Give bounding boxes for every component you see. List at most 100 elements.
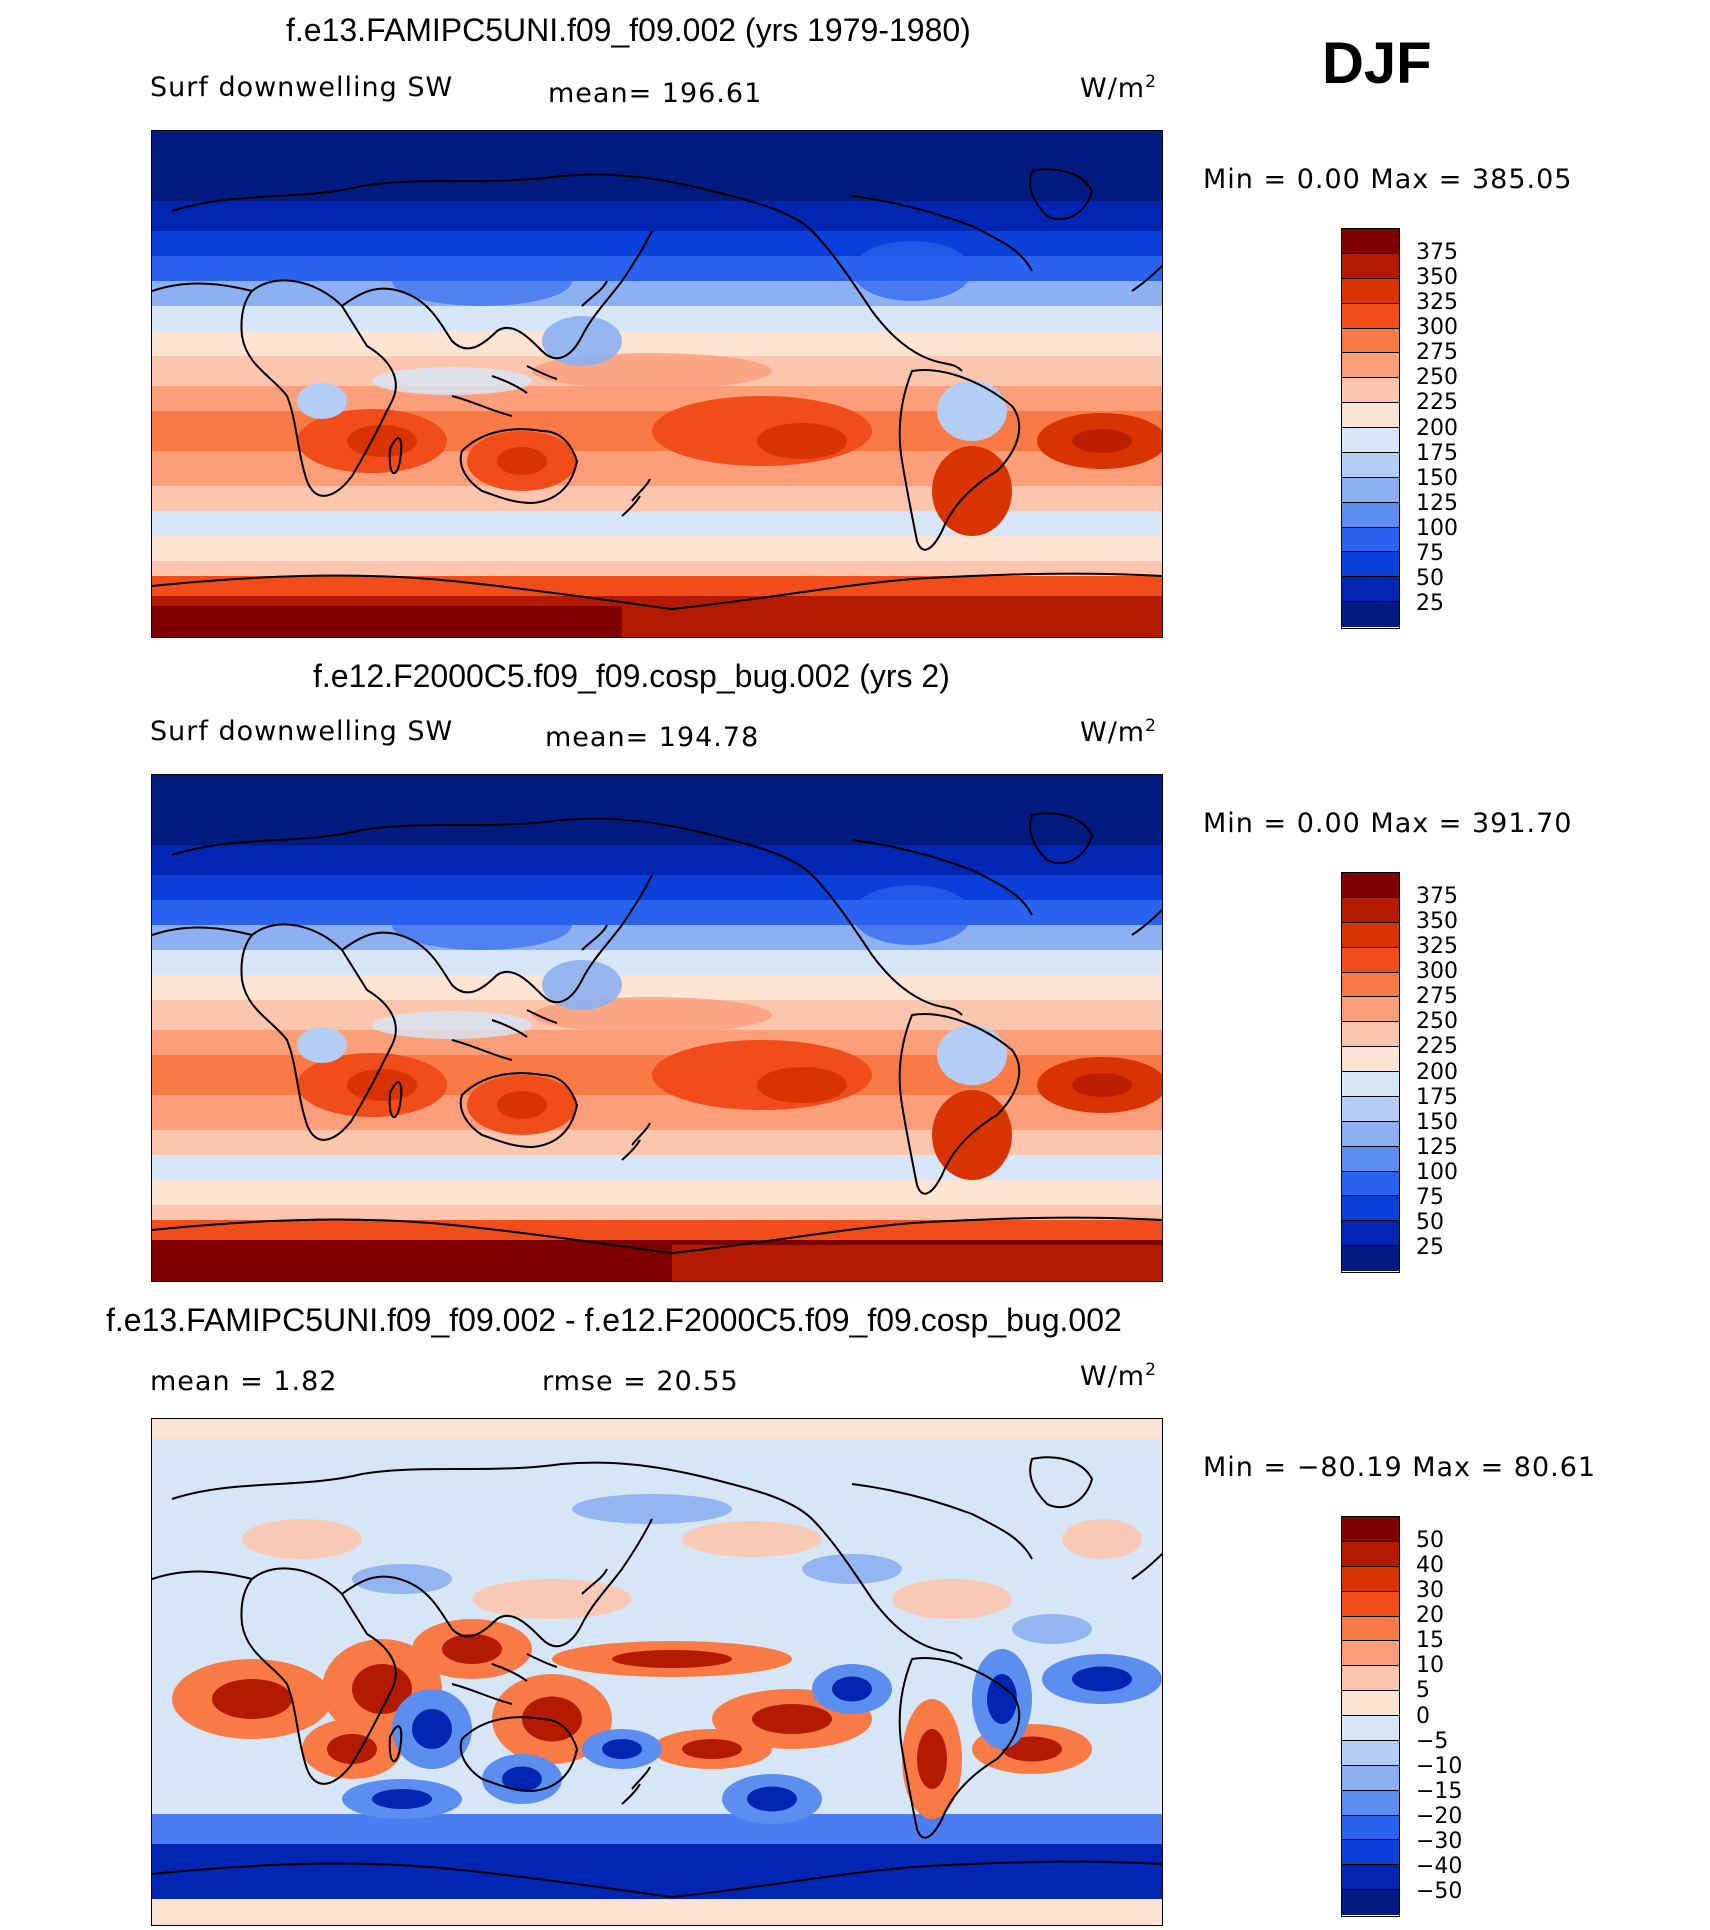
colorbar-swatch <box>1342 552 1399 578</box>
colorbar-tick-label: −20 <box>1416 1803 1463 1829</box>
colorbar-swatch <box>1342 1716 1399 1741</box>
colorbar-tick-label: 0 <box>1416 1703 1430 1729</box>
colorbar-swatch <box>1342 1146 1399 1172</box>
colorbar-swatch <box>1342 1541 1399 1567</box>
colorbar-swatch <box>1342 1246 1399 1271</box>
colorbar-swatch <box>1342 353 1399 379</box>
colorbar-tick-label: 25 <box>1416 1234 1444 1260</box>
panel-3-units: W/m2 <box>1080 1360 1157 1392</box>
colorbar-swatch <box>1342 1022 1399 1048</box>
panel-3-minmax: Min = −80.19 Max = 80.61 <box>1203 1452 1597 1483</box>
colorbar-swatch <box>1342 1096 1399 1122</box>
colorbar-tick-label: 5 <box>1416 1678 1430 1704</box>
colorbar-swatch <box>1342 1815 1399 1841</box>
colorbar-tick-label: 325 <box>1416 934 1458 960</box>
panel-3-mean-label: mean = 1.82 <box>150 1366 338 1397</box>
panel-3-title: f.e13.FAMIPC5UNI.f09_f09.002 - f.e12.F20… <box>106 1302 1122 1338</box>
colorbar-tick-label: −30 <box>1416 1828 1463 1854</box>
colorbar-swatch <box>1342 428 1399 453</box>
panel-3-rmse-label: rmse = 20.55 <box>542 1366 739 1397</box>
colorbar-swatch <box>1342 1616 1399 1642</box>
panel-2-map <box>151 774 1163 1282</box>
colorbar-swatch <box>1342 1566 1399 1592</box>
colorbar-tick-label: 75 <box>1416 540 1444 566</box>
colorbar-swatch <box>1342 1865 1399 1891</box>
colorbar-swatch <box>1342 1121 1399 1147</box>
colorbar-swatch <box>1342 1765 1399 1791</box>
colorbar-tick-label: 225 <box>1416 1034 1458 1060</box>
colorbar-tick-label: −50 <box>1416 1878 1463 1904</box>
colorbar-swatch <box>1342 873 1399 898</box>
colorbar-swatch <box>1342 1072 1399 1097</box>
colorbar-tick-label: 30 <box>1416 1578 1444 1604</box>
colorbar-tick-label: 50 <box>1416 565 1444 591</box>
colorbar-tick-label: 300 <box>1416 315 1458 341</box>
colorbar-swatch <box>1342 972 1399 998</box>
colorbar-tick-label: 15 <box>1416 1628 1444 1654</box>
colorbar-tick-label: 75 <box>1416 1184 1444 1210</box>
panel-1-map <box>151 130 1163 638</box>
colorbar-tick-label: 125 <box>1416 1134 1458 1160</box>
colorbar-swatch <box>1342 897 1399 923</box>
panel-2-variable-label: Surf downwelling SW <box>150 716 454 747</box>
colorbar-tick-label: 100 <box>1416 515 1458 541</box>
colorbar-tick-label: 200 <box>1416 1059 1458 1085</box>
colorbar-swatch <box>1342 1790 1399 1816</box>
colorbar-swatch <box>1342 378 1399 404</box>
colorbar-swatch <box>1342 1221 1399 1247</box>
panel-2-title: f.e12.F2000C5.f09_f09.cosp_bug.002 (yrs … <box>313 658 950 694</box>
colorbar-tick-label: 350 <box>1416 909 1458 935</box>
colorbar-tick-label: 50 <box>1416 1528 1444 1554</box>
colorbar-swatch <box>1342 1517 1399 1542</box>
colorbar-swatch <box>1342 328 1399 354</box>
colorbar-tick-label: 200 <box>1416 415 1458 441</box>
panel-2-mean-label: mean= 194.78 <box>545 722 760 753</box>
colorbar-tick-label: −40 <box>1416 1853 1463 1879</box>
colorbar-swatch <box>1342 1890 1399 1915</box>
colorbar-swatch <box>1342 1840 1399 1866</box>
panel-1-colorbar <box>1341 228 1400 629</box>
colorbar-tick-label: 10 <box>1416 1653 1444 1679</box>
colorbar-tick-label: 40 <box>1416 1553 1444 1579</box>
colorbar-tick-label: 375 <box>1416 884 1458 910</box>
colorbar-tick-label: 25 <box>1416 590 1444 616</box>
panel-3-map <box>151 1418 1163 1926</box>
colorbar-tick-label: 350 <box>1416 265 1458 291</box>
colorbar-swatch <box>1342 1047 1399 1072</box>
colorbar-tick-label: 275 <box>1416 340 1458 366</box>
colorbar-swatch <box>1342 1666 1399 1692</box>
colorbar-swatch <box>1342 253 1399 279</box>
colorbar-tick-label: −5 <box>1416 1728 1449 1754</box>
colorbar-swatch <box>1342 278 1399 304</box>
colorbar-tick-label: −10 <box>1416 1753 1463 1779</box>
colorbar-tick-label: 150 <box>1416 1109 1458 1135</box>
colorbar-tick-label: 325 <box>1416 290 1458 316</box>
colorbar-tick-label: 250 <box>1416 1009 1458 1035</box>
colorbar-swatch <box>1342 1591 1399 1617</box>
colorbar-tick-label: 20 <box>1416 1603 1444 1629</box>
colorbar-tick-label: 300 <box>1416 959 1458 985</box>
colorbar-swatch <box>1342 303 1399 329</box>
colorbar-tick-label: 175 <box>1416 440 1458 466</box>
colorbar-tick-label: 150 <box>1416 465 1458 491</box>
panel-2-minmax: Min = 0.00 Max = 391.70 <box>1203 808 1573 839</box>
colorbar-tick-label: −15 <box>1416 1778 1463 1804</box>
panel-1-units: W/m2 <box>1080 72 1157 104</box>
colorbar-tick-label: 100 <box>1416 1159 1458 1185</box>
colorbar-swatch <box>1342 452 1399 478</box>
colorbar-swatch <box>1342 947 1399 973</box>
colorbar-tick-label: 225 <box>1416 390 1458 416</box>
panel-3-colorbar <box>1341 1516 1400 1917</box>
colorbar-tick-label: 375 <box>1416 240 1458 266</box>
colorbar-swatch <box>1342 922 1399 948</box>
colorbar-swatch <box>1342 477 1399 503</box>
panel-1-title: f.e13.FAMIPC5UNI.f09_f09.002 (yrs 1979-1… <box>286 12 971 48</box>
colorbar-swatch <box>1342 1196 1399 1222</box>
colorbar-tick-label: 250 <box>1416 365 1458 391</box>
panel-1-minmax: Min = 0.00 Max = 385.05 <box>1203 164 1573 195</box>
colorbar-swatch <box>1342 997 1399 1023</box>
colorbar-swatch <box>1342 1641 1399 1667</box>
colorbar-tick-label: 175 <box>1416 1084 1458 1110</box>
colorbar-swatch <box>1342 527 1399 553</box>
panel-2-units: W/m2 <box>1080 716 1157 748</box>
